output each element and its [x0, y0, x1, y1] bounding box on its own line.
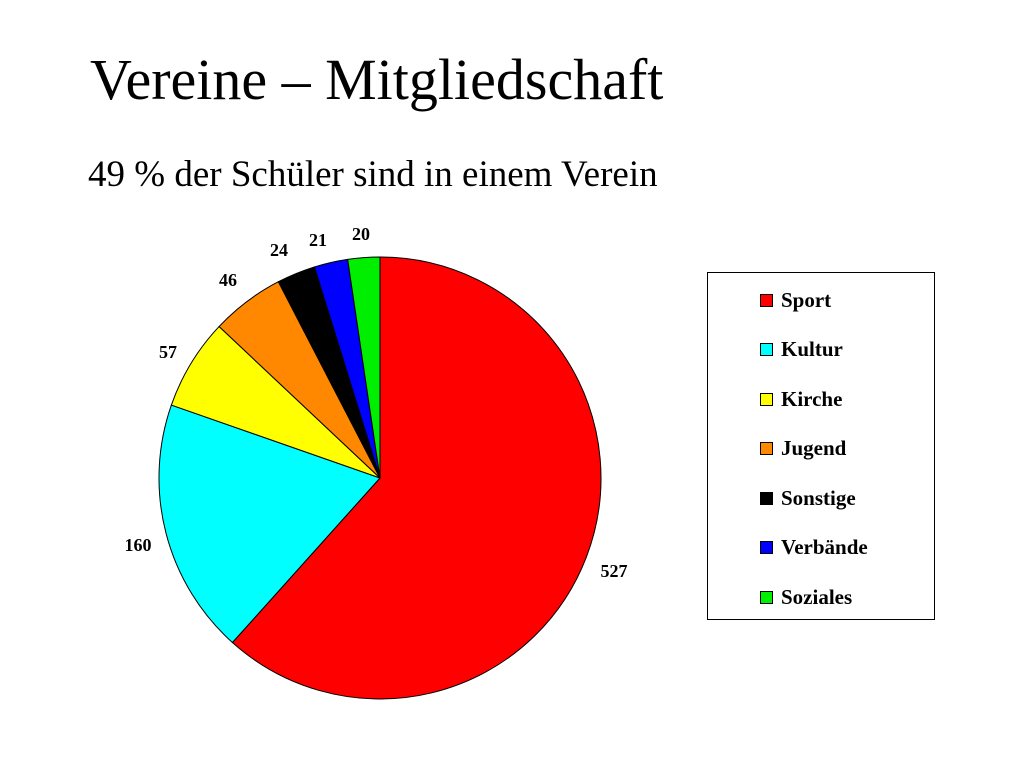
- legend-swatch-jugend: [760, 442, 773, 455]
- data-label-soziales: 20: [352, 224, 370, 244]
- data-label-sport: 527: [601, 561, 628, 581]
- data-label-verbaende: 21: [309, 230, 327, 250]
- data-label-kultur: 160: [125, 535, 152, 555]
- pie-slice-soziales: [347, 256, 381, 479]
- data-label-kirche: 57: [159, 342, 177, 362]
- chart-legend: Sport Kultur Kirche Jugend Sonstige Verbände S…: [707, 272, 935, 620]
- page-title: Vereine – Mitgliedschaft: [90, 47, 664, 112]
- legend-item-sport: Sport: [760, 288, 831, 312]
- legend-item-kirche: Kirche: [760, 387, 842, 411]
- legend-swatch-sonstige: [760, 491, 773, 505]
- legend-swatch-kultur: [760, 343, 773, 356]
- legend-label-verbaende: Verbände: [781, 535, 868, 559]
- legend-label-jugend: Jugend: [781, 436, 847, 460]
- data-label-sonstige: 24: [270, 240, 288, 260]
- legend-item-kultur: Kultur: [760, 337, 843, 362]
- legend-item-verbaende: Verbände: [760, 535, 868, 560]
- pie-slice-sport: [231, 256, 602, 700]
- legend-item-jugend: Jugend: [760, 436, 847, 461]
- legend-label-kirche: Kirche: [781, 386, 843, 411]
- page-subtitle: 49 % der Schüler sind in einem Verein: [88, 154, 658, 195]
- legend-swatch-kirche: [760, 392, 773, 406]
- legend-swatch-soziales: [760, 590, 773, 604]
- legend-item-soziales: Soziales: [760, 585, 852, 609]
- legend-item-sonstige: Sonstige: [760, 486, 856, 510]
- legend-label-sport: Sport: [781, 287, 832, 312]
- data-label-jugend: 46: [219, 270, 237, 290]
- legend-label-sonstige: Sonstige: [781, 485, 856, 510]
- legend-swatch-verbaende: [760, 541, 773, 554]
- legend-label-soziales: Soziales: [781, 584, 853, 609]
- legend-label-kultur: Kultur: [781, 337, 843, 361]
- legend-swatch-sport: [760, 293, 773, 307]
- pie-slice-kultur: [158, 404, 381, 644]
